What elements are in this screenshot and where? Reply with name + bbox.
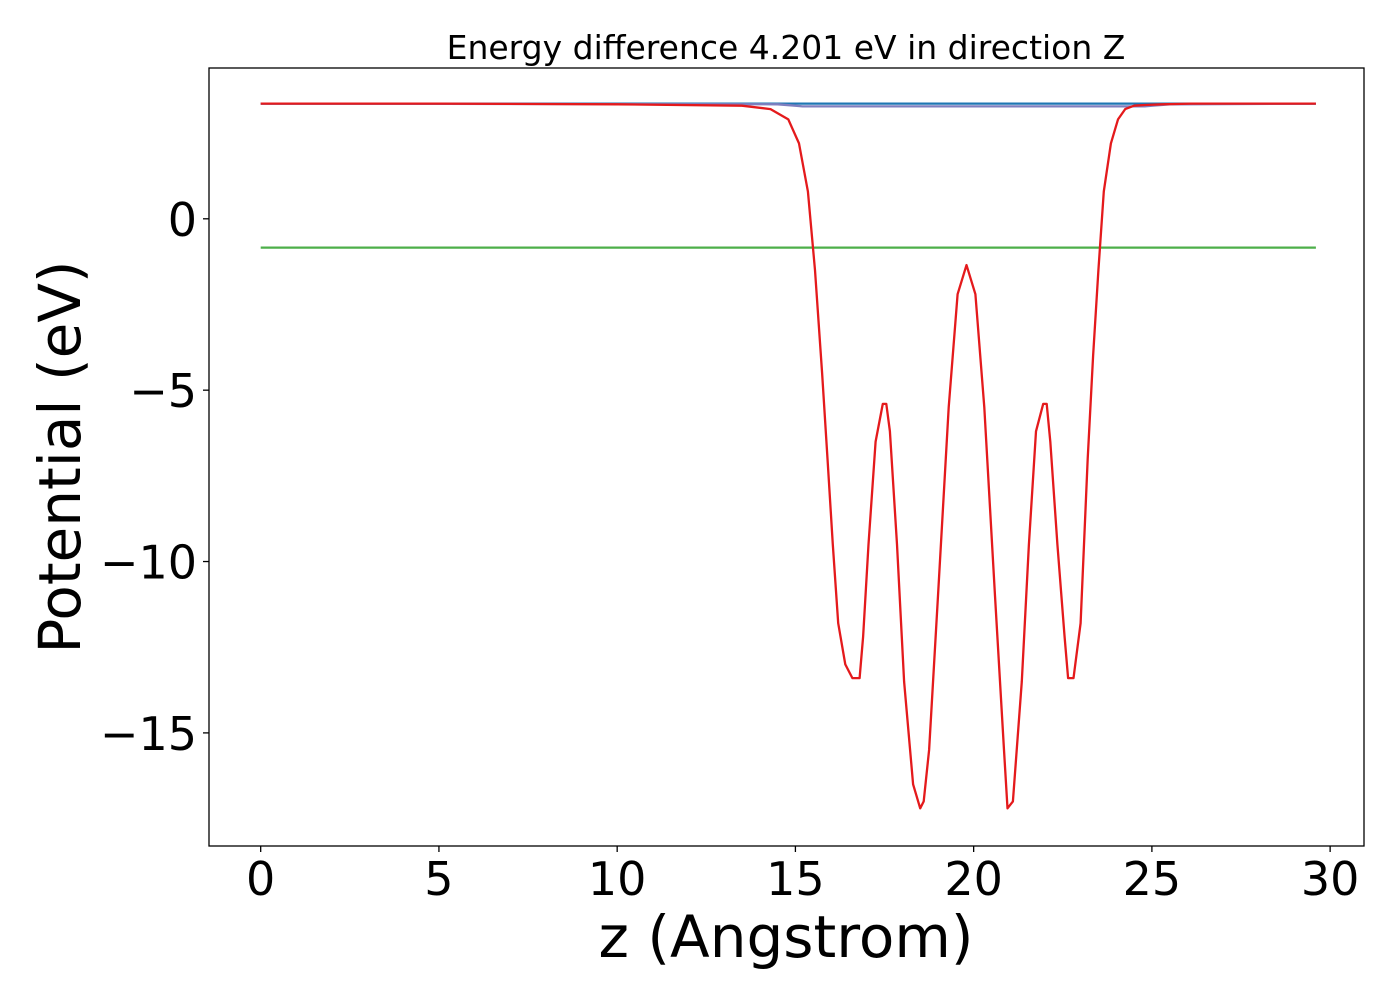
x-tick-label: 20 <box>944 852 1003 906</box>
y-axis-ticks: 0 −5 −10 −15 <box>100 193 209 761</box>
x-tick-label: 10 <box>588 852 647 906</box>
y-tick-label: −5 <box>129 364 197 418</box>
series-layer <box>260 102 1316 810</box>
x-tick-label: 30 <box>1301 852 1360 906</box>
series-line-4 <box>260 102 1316 810</box>
x-tick-label: 15 <box>766 852 825 906</box>
plot-area <box>208 67 1365 847</box>
y-tick-label: −10 <box>100 536 197 590</box>
y-axis-label: Potential (eV) <box>26 260 94 653</box>
x-tick-label: 0 <box>246 852 275 906</box>
y-tick-label: −15 <box>100 707 197 761</box>
y-tick-label: 0 <box>168 193 197 247</box>
x-axis-ticks: 0 5 10 15 20 25 30 <box>246 846 1359 906</box>
chart-title: Energy difference 4.201 eV in direction … <box>447 28 1126 67</box>
x-axis-label: z (Angstrom) <box>599 903 974 971</box>
x-tick-label: 25 <box>1123 852 1182 906</box>
x-tick-label: 5 <box>424 852 453 906</box>
